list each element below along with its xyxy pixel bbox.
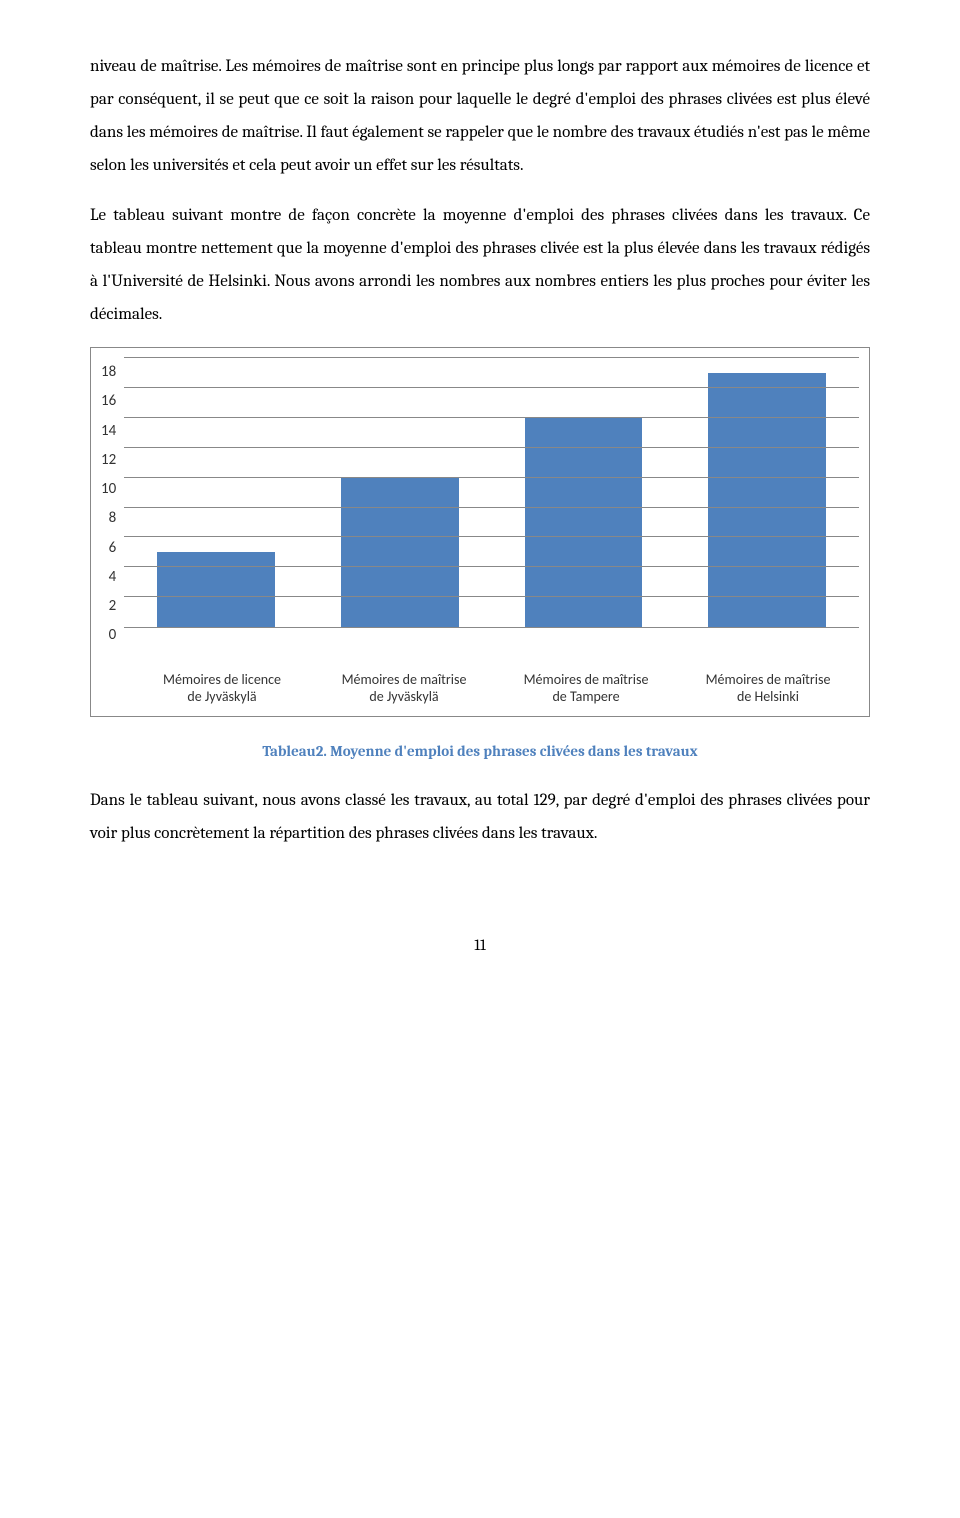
paragraph-2: Le tableau suivant montre de façon concr… [90, 199, 870, 332]
x-tick-label: Mémoires de maîtrisede Tampere [499, 672, 674, 706]
x-tick-label-line1: Mémoires de maîtrise [681, 672, 856, 689]
gridline [124, 417, 859, 418]
x-axis-labels: Mémoires de licencede JyväskyläMémoires … [131, 668, 859, 706]
y-tick-label: 0 [109, 621, 117, 650]
y-tick-label: 10 [101, 475, 116, 504]
plot-region [124, 358, 859, 628]
chart-caption: Tableau2. Moyenne d'emploi des phrases c… [90, 737, 870, 766]
gridline [124, 536, 859, 537]
paragraph-1: niveau de maîtrise. Les mémoires de maît… [90, 50, 870, 183]
x-tick-label: Mémoires de licencede Jyväskylä [135, 672, 310, 706]
y-tick-label: 12 [101, 446, 116, 475]
x-tick-label: Mémoires de maîtrisede Helsinki [681, 672, 856, 706]
paragraph-3: Dans le tableau suivant, nous avons clas… [90, 784, 870, 850]
x-tick-label-line2: de Helsinki [681, 689, 856, 706]
gridline [124, 507, 859, 508]
y-tick-label: 16 [101, 387, 116, 416]
gridline [124, 387, 859, 388]
y-tick-label: 6 [109, 534, 117, 563]
x-tick-label-line1: Mémoires de licence [135, 672, 310, 689]
bar-chart-container: 181614121086420 Mémoires de licencede Jy… [90, 347, 870, 717]
y-axis: 181614121086420 [101, 358, 124, 628]
x-tick-label-line2: de Jyväskylä [135, 689, 310, 706]
x-tick-label-line1: Mémoires de maîtrise [499, 672, 674, 689]
gridline [124, 357, 859, 358]
x-tick-label-line1: Mémoires de maîtrise [317, 672, 492, 689]
chart-inner: 181614121086420 [101, 358, 859, 668]
bars-group [124, 358, 859, 627]
gridline [124, 596, 859, 597]
x-tick-label-line2: de Jyväskylä [317, 689, 492, 706]
x-tick-label-line2: de Tampere [499, 689, 674, 706]
gridline [124, 447, 859, 448]
x-tick-label: Mémoires de maîtrisede Jyväskylä [317, 672, 492, 706]
y-tick-label: 18 [101, 358, 116, 387]
bar [708, 373, 826, 627]
y-tick-label: 4 [109, 563, 117, 592]
gridline [124, 566, 859, 567]
bar [341, 478, 459, 627]
bar [157, 552, 275, 627]
gridline [124, 477, 859, 478]
y-tick-label: 8 [109, 504, 117, 533]
page-number: 11 [90, 930, 870, 961]
y-tick-label: 2 [109, 592, 117, 621]
y-tick-label: 14 [101, 417, 116, 446]
